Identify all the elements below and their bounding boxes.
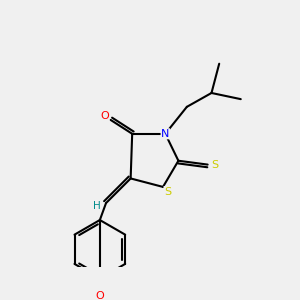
Text: S: S bbox=[211, 160, 218, 170]
Text: N: N bbox=[161, 129, 170, 139]
Text: O: O bbox=[100, 111, 109, 121]
Text: H: H bbox=[93, 201, 100, 211]
Text: S: S bbox=[164, 187, 171, 196]
Text: O: O bbox=[95, 291, 104, 300]
